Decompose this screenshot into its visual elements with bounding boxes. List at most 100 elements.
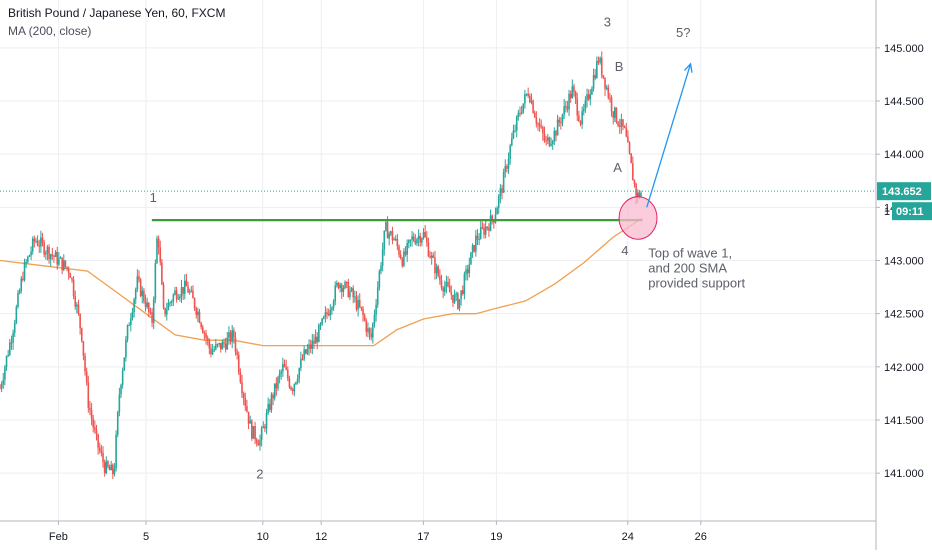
candle-body	[237, 354, 240, 373]
y-tick-label: 142.500	[884, 309, 924, 321]
candle-body	[251, 420, 253, 439]
last-price-label: 143.652	[882, 186, 922, 198]
candle-body	[587, 94, 590, 100]
candle-body	[388, 233, 390, 239]
candle-body	[95, 429, 98, 435]
candle-body	[455, 293, 458, 295]
candle-body	[18, 290, 21, 294]
candle-body	[12, 332, 14, 343]
candle-body	[72, 279, 75, 297]
candle-body	[478, 238, 480, 240]
candle-body	[136, 276, 139, 290]
ma-200-line	[0, 217, 643, 347]
candle-body	[234, 337, 237, 352]
candle-body	[54, 252, 57, 257]
candle-body	[301, 358, 304, 360]
candle-body	[20, 278, 23, 291]
candle-body	[139, 279, 142, 297]
candle-body	[44, 253, 47, 255]
candle-body	[479, 227, 482, 239]
candle-body	[360, 306, 363, 309]
candle-body	[494, 214, 497, 223]
candle-body	[471, 245, 474, 253]
candle-body	[286, 369, 289, 379]
x-tick-label: Feb	[49, 531, 68, 543]
candle-body	[342, 288, 345, 292]
x-tick-label: 17	[417, 531, 429, 543]
candle-body	[103, 462, 106, 474]
candle-body	[10, 342, 13, 344]
candle-body	[506, 166, 508, 169]
candle-body	[376, 287, 379, 305]
candle-body	[452, 294, 454, 303]
candle-body	[457, 293, 459, 309]
candle-body	[203, 332, 206, 334]
indicator-legend: MA (200, close)	[8, 24, 92, 38]
candle-body	[169, 302, 171, 304]
candle-body	[416, 239, 418, 244]
candle-body	[187, 286, 189, 293]
candle-body	[610, 97, 613, 112]
candle-body	[424, 231, 426, 238]
candle-body	[340, 284, 343, 292]
candle-body	[205, 333, 207, 339]
candle-body	[602, 75, 605, 78]
countdown-label: 09:11	[896, 206, 924, 218]
candle-body	[126, 325, 129, 340]
candle-body	[174, 290, 176, 295]
candle-body	[596, 60, 598, 78]
candle-body	[439, 275, 441, 281]
candle-body	[496, 207, 498, 215]
candle-body	[357, 300, 359, 310]
candle-body	[231, 330, 233, 342]
support-highlight-circle	[618, 196, 658, 240]
candle-body	[40, 237, 42, 247]
candle-body	[607, 87, 610, 98]
candle-body	[628, 142, 631, 154]
candle-body	[87, 382, 90, 408]
candle-body	[200, 322, 202, 328]
candle-body	[51, 254, 54, 256]
annotation-text: and 200 SMA	[648, 260, 727, 275]
candle-body	[9, 342, 11, 355]
candle-body	[154, 263, 157, 300]
candle-body	[522, 103, 525, 113]
candle-body	[0, 384, 3, 389]
annotation-text: provided support	[648, 275, 745, 290]
candle-body	[370, 333, 372, 338]
candle-body	[108, 466, 111, 471]
candle-body	[273, 383, 276, 399]
candle-body	[509, 145, 511, 159]
candle-body	[229, 332, 232, 342]
candle-body	[519, 112, 521, 114]
candle-body	[120, 384, 122, 395]
candle-body	[252, 426, 255, 439]
candle-body	[532, 100, 534, 113]
candle-body	[394, 238, 397, 240]
candle-body	[211, 350, 214, 355]
candle-body	[277, 377, 279, 389]
projection-arrow-head	[683, 62, 693, 73]
candle-body	[483, 227, 485, 235]
candle-body	[375, 304, 377, 315]
candle-body	[484, 226, 487, 235]
candle-body	[241, 382, 243, 394]
candle-body	[329, 310, 332, 316]
candle-body	[344, 281, 346, 289]
candle-body	[524, 94, 526, 104]
candle-body	[393, 239, 395, 241]
candle-body	[31, 238, 34, 252]
wave-label: A	[613, 160, 622, 175]
candle-body	[560, 122, 562, 124]
candle-body	[334, 285, 337, 302]
candle-body	[421, 238, 423, 243]
candle-body	[489, 215, 492, 231]
candle-body	[130, 318, 132, 326]
candle-body	[434, 257, 436, 274]
candle-body	[470, 252, 472, 265]
candle-body	[260, 428, 263, 440]
candle-body	[102, 452, 104, 463]
candle-body	[481, 227, 484, 229]
